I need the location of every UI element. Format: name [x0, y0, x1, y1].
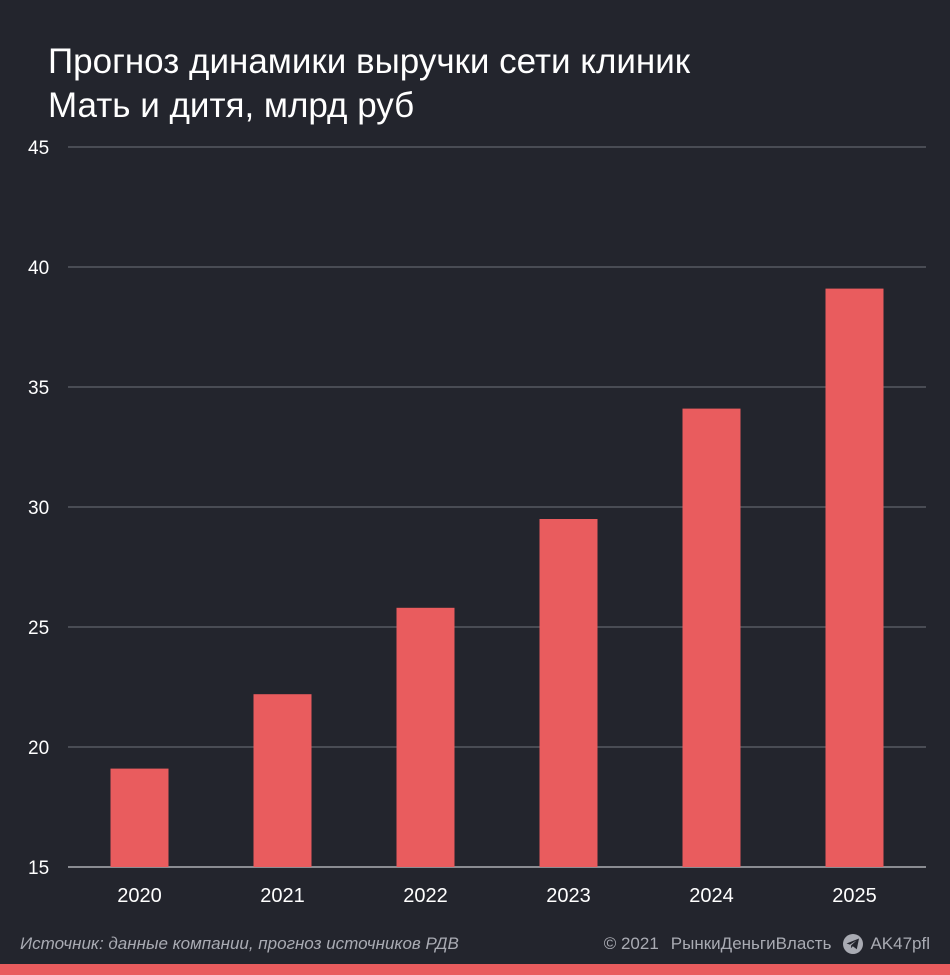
- chart-title-line-1: Прогноз динамики выручки сети клиник: [48, 42, 691, 81]
- x-tick-label: 2021: [260, 885, 305, 907]
- y-tick-label: 40: [28, 258, 49, 279]
- telegram-icon: [843, 934, 864, 954]
- bottom-accent-bar: [0, 964, 950, 975]
- x-tick-label: 2020: [117, 885, 162, 907]
- chart-title-line-2: Мать и дитя, млрд руб: [48, 86, 415, 125]
- x-tick-label: 2024: [689, 885, 734, 907]
- x-tick-label: 2022: [403, 885, 448, 907]
- bar-2025: [825, 288, 884, 868]
- y-tick-label: 35: [28, 378, 49, 399]
- channel-name: AK47pfl: [870, 934, 930, 953]
- bar-2023: [539, 519, 598, 867]
- y-tick-label: 45: [28, 138, 49, 159]
- footer: Источник: данные компании, прогноз источ…: [0, 930, 950, 962]
- bar-2022: [396, 607, 455, 867]
- bar-2024: [682, 408, 741, 867]
- bar-2021: [253, 694, 312, 867]
- credits: © 2021 РынкиДеньгиВласть AK47pfl: [604, 934, 930, 954]
- brand-name: РынкиДеньгиВласть: [670, 934, 832, 953]
- x-tick-label: 2025: [832, 885, 877, 907]
- y-tick-label: 15: [28, 858, 49, 879]
- bar-2020: [110, 768, 169, 867]
- chart-title: Прогноз динамики выручки сети клиник Мат…: [48, 40, 690, 128]
- copyright-text: © 2021: [603, 934, 659, 953]
- y-tick-label: 25: [28, 618, 49, 639]
- x-tick-label: 2023: [546, 885, 591, 907]
- y-tick-label: 30: [28, 498, 49, 519]
- source-note: Источник: данные компании, прогноз источ…: [20, 934, 459, 953]
- y-tick-label: 20: [28, 738, 49, 759]
